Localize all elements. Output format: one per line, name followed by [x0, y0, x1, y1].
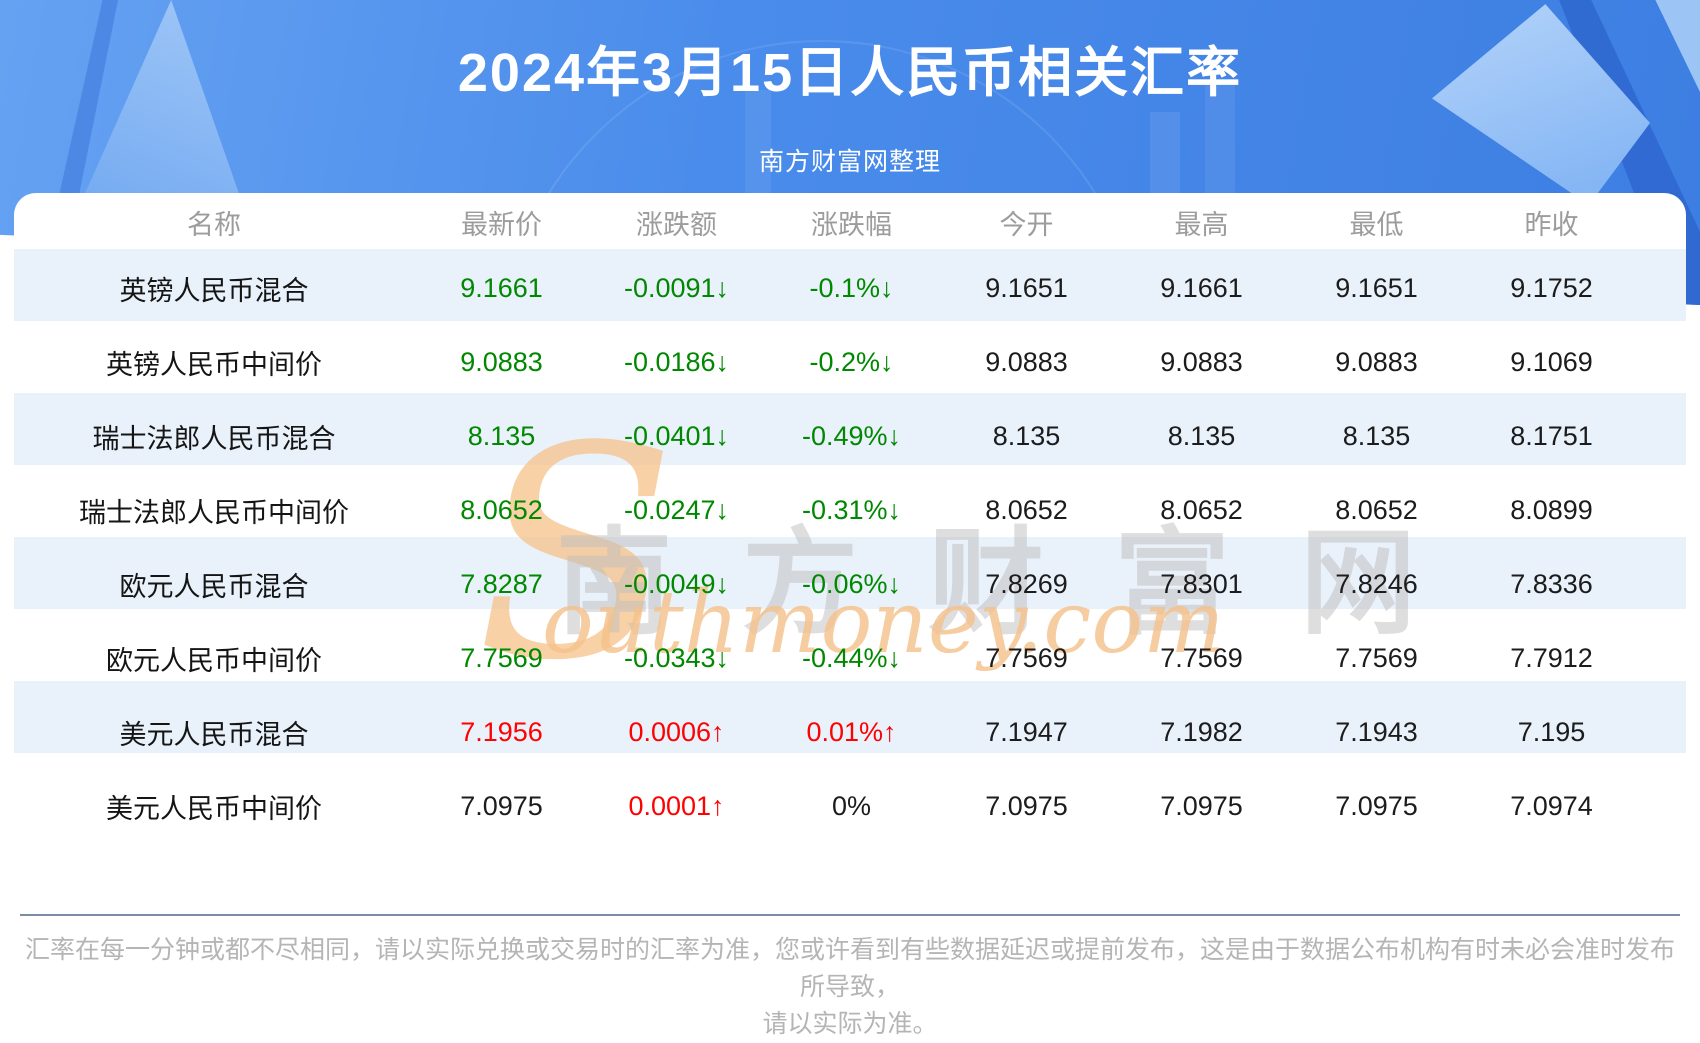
- cell-latest: 9.0883: [460, 346, 543, 377]
- cell-prev-close: 7.0974: [1510, 790, 1593, 821]
- cell-low: 8.0652: [1335, 494, 1418, 525]
- cell-change-pct: 0%: [831, 790, 872, 821]
- cell-latest: 9.1661: [460, 272, 543, 303]
- column-header: 昨收: [1524, 209, 1579, 240]
- cell-high: 7.8301: [1160, 568, 1243, 599]
- column-header: 最高: [1174, 209, 1229, 240]
- row-stripes-background: [14, 249, 1686, 825]
- cell-change-pct: -0.2%↓: [809, 346, 894, 377]
- cell-low: 7.7569: [1335, 642, 1418, 673]
- table-header-row: 名称 最新价 涨跌额 涨跌幅 今开 最高 最低 昨收: [14, 193, 1639, 251]
- cell-prev-close: 7.195: [1517, 716, 1586, 747]
- cell-change: -0.0091↓: [623, 272, 730, 303]
- table-row: 瑞士法郎人民币混合 8.135 -0.0401↓ -0.49%↓ 8.135 8.135 8…: [14, 399, 1639, 473]
- column-header: 最新价: [461, 209, 542, 240]
- rates-table: 名称 最新价 涨跌额 涨跌幅 今开 最高 最低 昨收 英镑人民币混合 9.1661 -0.0091…: [14, 193, 1639, 843]
- cell-currency-name: 美元人民币混合: [119, 719, 309, 750]
- decor-candle-bar: [745, 90, 771, 205]
- rates-panel: S 南方财富网 outhmoney.com 名称 最新价 涨跌额 涨跌幅 今开 最高 最低昨…: [14, 193, 1686, 1038]
- cell-prev-close: 9.1752: [1510, 272, 1593, 303]
- cell-open: 7.7569: [985, 642, 1068, 673]
- table-row: 美元人民币中间价 7.0975 0.0001↑ 0% 7.0975 7.0975 7.097…: [14, 769, 1639, 843]
- cell-latest: 8.0652: [460, 494, 543, 525]
- cell-high: 7.7569: [1160, 642, 1243, 673]
- cell-currency-name: 英镑人民币混合: [119, 275, 309, 306]
- cell-prev-close: 7.7912: [1510, 642, 1593, 673]
- cell-open: 9.1651: [985, 272, 1068, 303]
- cell-currency-name: 欧元人民币混合: [119, 571, 309, 602]
- cell-currency-name: 瑞士法郎人民币中间价: [79, 497, 349, 528]
- cell-open: 9.0883: [985, 346, 1068, 377]
- cell-high: 9.1661: [1160, 272, 1243, 303]
- cell-change: -0.0049↓: [623, 568, 730, 599]
- cell-change: -0.0401↓: [623, 420, 730, 451]
- disclaimer-line: 请以实际为准。: [762, 1010, 938, 1038]
- cell-low: 9.0883: [1335, 346, 1418, 377]
- cell-change: -0.0343↓: [623, 642, 730, 673]
- table-row: 英镑人民币中间价 9.0883 -0.0186↓ -0.2%↓ 9.0883 9.0883…: [14, 325, 1639, 399]
- cell-open: 7.8269: [985, 568, 1068, 599]
- cell-low: 9.1651: [1335, 272, 1418, 303]
- cell-prev-close: 8.0899: [1510, 494, 1593, 525]
- cell-change-pct: 0.01%↑: [806, 716, 897, 747]
- cell-change: 0.0001↑: [628, 790, 725, 821]
- table-row: 英镑人民币混合 9.1661 -0.0091↓ -0.1%↓ 9.1651 9.1661 9…: [14, 251, 1639, 325]
- cell-change-pct: -0.31%↓: [801, 494, 902, 525]
- cell-currency-name: 欧元人民币中间价: [106, 645, 322, 676]
- cell-latest: 7.1956: [460, 716, 543, 747]
- cell-change-pct: -0.44%↓: [801, 642, 902, 673]
- table-row: 美元人民币混合 7.1956 0.0006↑ 0.01%↑ 7.1947 7.1982 7.…: [14, 695, 1639, 769]
- cell-latest: 8.135: [467, 420, 536, 451]
- disclaimer-line: 汇率在每一分钟或都不尽相同，请以实际兑换或交易时的汇率为准，您或许看到有些数据延…: [24, 936, 1675, 1001]
- table-body: 英镑人民币混合 9.1661 -0.0091↓ -0.1%↓ 9.1651 9.1661 9…: [14, 251, 1639, 843]
- cell-change: -0.0186↓: [623, 346, 730, 377]
- decor-candle-bar: [1150, 112, 1180, 204]
- cell-low: 7.0975: [1335, 790, 1418, 821]
- cell-open: 7.0975: [985, 790, 1068, 821]
- cell-latest: 7.0975: [460, 790, 543, 821]
- cell-low: 7.1943: [1335, 716, 1418, 747]
- column-header: 名称: [187, 209, 241, 240]
- cell-high: 8.0652: [1160, 494, 1243, 525]
- cell-open: 8.0652: [985, 494, 1068, 525]
- page-subtitle: 南方财富网整理: [758, 148, 941, 176]
- cell-low: 8.135: [1342, 420, 1411, 451]
- table-row: 欧元人民币中间价 7.7569 -0.0343↓ -0.44%↓ 7.7569 7.756…: [14, 621, 1639, 695]
- disclaimer-text: 汇率在每一分钟或都不尽相同，请以实际兑换或交易时的汇率为准，您或许看到有些数据延…: [14, 932, 1686, 1043]
- cell-change-pct: -0.1%↓: [809, 272, 894, 303]
- cell-low: 7.8246: [1335, 568, 1418, 599]
- cell-prev-close: 9.1069: [1510, 346, 1593, 377]
- column-header: 涨跌额: [636, 209, 717, 240]
- column-header: 涨跌幅: [811, 209, 892, 240]
- cell-latest: 7.8287: [460, 568, 543, 599]
- cell-change-pct: -0.49%↓: [801, 420, 902, 451]
- cell-change-pct: -0.06%↓: [801, 568, 902, 599]
- cell-currency-name: 美元人民币中间价: [106, 793, 322, 824]
- divider-line: [20, 914, 1680, 916]
- cell-change: -0.0247↓: [623, 494, 730, 525]
- cell-high: 7.1982: [1160, 716, 1243, 747]
- cell-prev-close: 7.8336: [1510, 568, 1593, 599]
- cell-prev-close: 8.1751: [1510, 420, 1593, 451]
- table-row: 瑞士法郎人民币中间价 8.0652 -0.0247↓ -0.31%↓ 8.0652 8.0…: [14, 473, 1639, 547]
- cell-high: 7.0975: [1160, 790, 1243, 821]
- table-row: 欧元人民币混合 7.8287 -0.0049↓ -0.06%↓ 7.8269 7.8301…: [14, 547, 1639, 621]
- cell-high: 8.135: [1167, 420, 1236, 451]
- cell-open: 8.135: [992, 420, 1061, 451]
- column-header: 今开: [999, 209, 1054, 240]
- cell-currency-name: 英镑人民币中间价: [106, 349, 322, 380]
- cell-change: 0.0006↑: [628, 716, 725, 747]
- decor-candle-bar: [1205, 82, 1235, 204]
- cell-currency-name: 瑞士法郎人民币混合: [92, 423, 336, 454]
- cell-open: 7.1947: [985, 716, 1068, 747]
- column-header: 最低: [1349, 209, 1404, 240]
- page-title: 2024年3月15日人民币相关汇率: [457, 43, 1243, 103]
- cell-high: 9.0883: [1160, 346, 1243, 377]
- cell-latest: 7.7569: [460, 642, 543, 673]
